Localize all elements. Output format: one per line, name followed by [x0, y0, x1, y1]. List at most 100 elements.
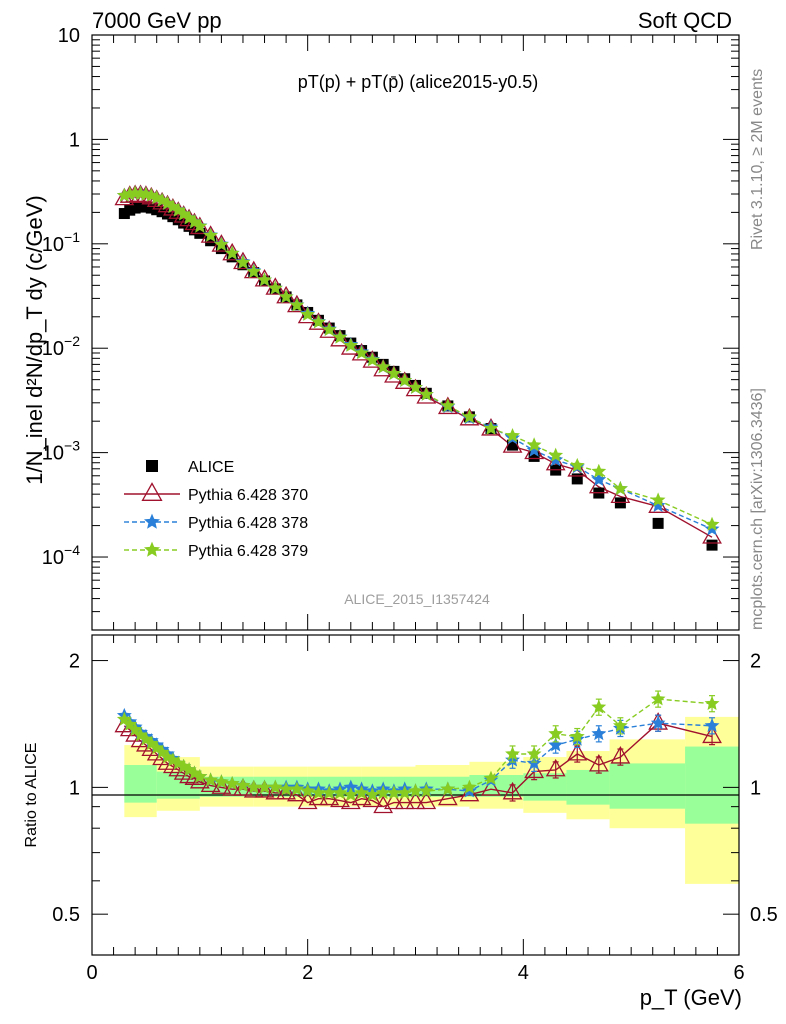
main-panel-frame: [91, 34, 740, 631]
main-point-alice: [706, 539, 718, 551]
ratio-point-p370: [502, 781, 523, 800]
header-left-label: 7000 GeV pp: [92, 8, 222, 33]
ratio-point-p370: [243, 779, 264, 798]
main-point-p379: [289, 297, 305, 312]
ratio-y-tick-label-right: 1: [750, 777, 761, 799]
ratio-point-p370: [351, 787, 372, 806]
main-y-tick-label: 10: [58, 25, 80, 47]
main-point-alice: [528, 450, 540, 462]
main-point-p379: [235, 254, 251, 269]
ratio-point-p379: [397, 785, 413, 800]
ratio-point-p379: [300, 783, 316, 798]
ratio-point-p370: [276, 781, 296, 800]
main-point-p379: [321, 322, 337, 337]
main-series-line-p370: [124, 194, 713, 538]
main-point-p379: [246, 263, 262, 279]
rivet-side-label: Rivet 3.1.10, ≥ 2M events: [749, 69, 766, 250]
main-point-p379: [203, 227, 218, 242]
main-panel: 10 1 10−1 10−2 10−3 10−4 pT(p) + pT(p̄) (alic…: [22, 25, 740, 631]
main-point-alice: [571, 473, 583, 485]
ratio-point-p379: [354, 785, 369, 800]
main-y-tick-label: 1: [69, 129, 80, 151]
x-axis-label: p_T (GeV): [640, 985, 742, 1010]
ratio-point-p379: [332, 785, 348, 800]
ratio-y-tick-label-left: 1: [69, 777, 80, 799]
main-point-p379: [569, 457, 585, 472]
ratio-y-axis-label: Ratio to ALICE: [23, 743, 40, 848]
ratio-point-p370: [481, 778, 501, 796]
ratio-point-p370: [211, 776, 232, 794]
main-point-p379: [704, 516, 720, 531]
ratio-point-p379: [418, 783, 434, 798]
main-point-p379: [386, 365, 402, 380]
ratio-point-p370: [189, 770, 210, 789]
main-y-tick-label: 10−1: [42, 229, 80, 256]
main-series-layer: [114, 184, 722, 551]
main-point-p370: [545, 452, 566, 471]
ratio-point-p379: [267, 779, 283, 794]
ratio-band-green: [609, 763, 686, 809]
main-point-p379: [192, 218, 208, 233]
ratio-point-p370: [200, 774, 221, 793]
ratio-y-tick-label-left: 0.5: [52, 904, 80, 926]
main-point-p370: [502, 435, 523, 453]
ratio-point-p379: [650, 691, 666, 706]
legend-label-p370: Pythia 6.428 370: [188, 487, 308, 504]
ratio-band-green: [124, 765, 157, 803]
main-title: pT(p) + pT(p̄) (alice2015-y0.5): [298, 72, 539, 92]
ratio-point-p379: [278, 781, 294, 796]
main-point-p379: [591, 463, 607, 478]
ratio-point-p378: [650, 715, 666, 730]
ratio-point-p379: [246, 779, 262, 794]
ratio-point-p370: [394, 791, 415, 810]
main-point-p379: [462, 409, 477, 424]
ratio-point-p379: [214, 774, 229, 789]
x-tick-label: 6: [733, 962, 744, 984]
ratio-point-p370: [233, 778, 253, 796]
ratio-point-p379: [408, 783, 423, 798]
main-point-p379: [483, 420, 499, 435]
main-point-p370: [297, 305, 318, 324]
ratio-point-p379: [505, 746, 520, 761]
main-point-p379: [278, 289, 294, 304]
ratio-point-p379: [203, 772, 218, 787]
ratio-point-p370: [254, 779, 275, 798]
main-point-p379: [214, 236, 229, 251]
main-axis-ticks: [91, 34, 740, 631]
ratio-y-tick-label-right: 0.5: [750, 904, 778, 926]
legend: ALICE Pythia 6.428 370 Pythia 6.428 378 Pyt…: [124, 459, 308, 560]
ratio-y-tick-label-left: 2: [69, 651, 80, 673]
ratio-point-p379: [462, 779, 477, 794]
ratio-point-p379: [483, 770, 499, 785]
main-point-p378: [548, 452, 564, 467]
ratio-point-p370: [610, 746, 631, 764]
x-tick-label: 2: [302, 962, 313, 984]
ratio-uncertainty-bands: [124, 716, 739, 884]
ratio-point-p370: [416, 791, 437, 810]
ratio-point-p378: [343, 779, 359, 794]
ratio-point-p379: [591, 699, 607, 714]
main-point-p379: [311, 314, 326, 329]
x-tick-label: 4: [518, 962, 529, 984]
ratio-point-p370: [524, 760, 545, 779]
main-point-alice: [652, 517, 664, 529]
main-point-alice: [507, 439, 519, 451]
main-point-p379: [332, 329, 348, 344]
main-y-tick-labels: 10 1 10−1 10−2 10−3 10−4: [42, 25, 80, 569]
main-y-tick-label: 10−3: [42, 438, 80, 465]
ratio-point-p370: [308, 787, 329, 806]
ratio-point-p379: [224, 776, 240, 791]
ratio-point-p370: [702, 725, 722, 744]
main-point-p379: [224, 245, 240, 260]
ratio-point-p370: [588, 753, 609, 772]
analysis-label: ALICE_2015_I1357424: [344, 591, 490, 607]
main-point-p379: [526, 437, 542, 452]
ratio-point-p379: [386, 785, 402, 800]
ratio-point-p379: [704, 695, 720, 710]
ratio-point-p379: [321, 785, 337, 800]
ratio-point-p370: [265, 781, 286, 800]
ratio-point-p370: [405, 791, 426, 810]
main-point-alice: [205, 235, 217, 247]
main-point-p379: [613, 481, 628, 496]
ratio-point-p379: [526, 746, 542, 761]
